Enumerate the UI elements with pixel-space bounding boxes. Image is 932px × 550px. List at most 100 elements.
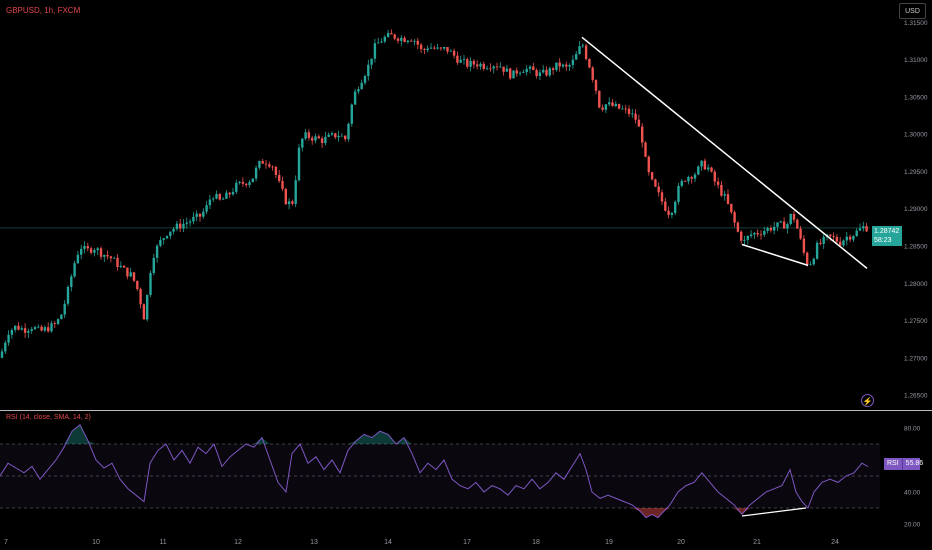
candle-body <box>842 240 845 246</box>
candle-body <box>782 221 786 229</box>
candle-body <box>400 37 403 41</box>
candle-body <box>518 72 522 74</box>
candle-body <box>786 224 789 229</box>
candle-body <box>565 64 568 67</box>
candle-body <box>327 134 330 137</box>
candle-body <box>370 58 373 65</box>
candle-body <box>129 272 132 277</box>
candle-body <box>337 135 340 138</box>
price-tick-label: 1.28500 <box>904 244 928 251</box>
candle-body <box>472 61 476 65</box>
candle-body <box>433 47 436 49</box>
rsi-overbought-fill <box>380 431 388 444</box>
candle-body <box>489 68 492 70</box>
rsi-oversold-fill <box>632 508 640 512</box>
candle-body <box>858 228 862 231</box>
candle-body <box>419 44 423 50</box>
candle-body <box>271 166 274 168</box>
time-tick-label: 7 <box>4 539 8 546</box>
candle-body <box>403 37 406 42</box>
candle-body <box>63 303 66 315</box>
candle-body <box>53 323 56 325</box>
candle-body <box>835 236 839 242</box>
candle-body <box>697 166 700 175</box>
time-tick-label: 14 <box>384 539 392 546</box>
candle-body <box>756 233 759 235</box>
candle-body <box>641 126 644 143</box>
candle-body <box>532 66 535 71</box>
candle-body <box>654 179 657 187</box>
candle-body <box>505 68 509 72</box>
candle-body <box>377 42 380 44</box>
candle-body <box>324 136 327 144</box>
candle-body <box>175 223 179 229</box>
candle-body <box>182 223 185 229</box>
candle-body <box>561 64 565 67</box>
price-trendline <box>741 243 809 267</box>
candle-body <box>862 226 865 229</box>
candle-body <box>60 314 63 320</box>
candle-body <box>634 113 637 120</box>
candle-body <box>235 182 238 192</box>
candle-body <box>429 47 433 49</box>
candle-body <box>723 194 726 196</box>
candle-body <box>261 160 264 164</box>
rsi-overbought-fill <box>364 434 372 444</box>
currency-button[interactable]: USD <box>899 3 926 19</box>
rsi-label-value: 55.86 <box>905 460 924 467</box>
candle-body <box>690 177 693 179</box>
candle-body <box>674 201 677 213</box>
candle-body <box>743 239 746 241</box>
candle-body <box>248 182 251 186</box>
candle-body <box>594 79 598 91</box>
price-tick-label: 1.26500 <box>904 393 928 400</box>
time-tick-label: 21 <box>753 539 761 546</box>
candle-body <box>47 327 50 332</box>
candle-body <box>812 258 815 265</box>
candle-body <box>152 257 155 273</box>
candle-body <box>393 34 396 39</box>
candle-body <box>528 66 532 69</box>
candle-body <box>347 123 350 140</box>
rsi-trendline <box>741 507 807 517</box>
candle-body <box>443 47 446 49</box>
candle-body <box>568 64 571 67</box>
candle-body <box>588 59 591 68</box>
candle-body <box>601 107 604 110</box>
time-tick-label: 12 <box>234 539 242 546</box>
candle-body <box>865 226 868 232</box>
rsi-line <box>0 424 869 519</box>
candle-body <box>40 326 43 331</box>
candle-body <box>89 248 93 253</box>
rsi-label-key: RSI <box>884 458 903 470</box>
rsi-overbought-fill <box>356 434 364 444</box>
candle-body <box>278 174 281 181</box>
candle-body <box>334 133 337 138</box>
candle-body <box>340 135 344 137</box>
candle-body <box>113 257 116 259</box>
candle-body <box>307 132 311 138</box>
rsi-oversold-fill <box>658 508 664 518</box>
rsi-overbought-fill <box>254 437 262 444</box>
candle-body <box>624 108 627 110</box>
candle-body <box>845 236 848 241</box>
candle-body <box>677 185 680 202</box>
candle-body <box>294 180 297 204</box>
rsi-oversold-fill <box>640 508 646 518</box>
candle-countdown: 58:23 <box>874 237 892 244</box>
candle-body <box>456 55 459 63</box>
candle-body <box>502 66 505 72</box>
candle-body <box>172 228 175 232</box>
candle-body <box>155 245 159 258</box>
candle-body <box>598 90 601 108</box>
price-tick-label: 1.31000 <box>904 57 928 64</box>
rsi-title: RSI (14, close, SMA, 14, 2) <box>6 414 91 421</box>
price-tick-label: 1.27000 <box>904 355 928 362</box>
candle-body <box>254 167 258 179</box>
candle-body <box>0 351 4 358</box>
candle-body <box>93 250 96 253</box>
price-grid <box>0 227 932 411</box>
lightning-icon[interactable]: ⚡ <box>861 394 874 407</box>
candle-body <box>109 256 113 259</box>
